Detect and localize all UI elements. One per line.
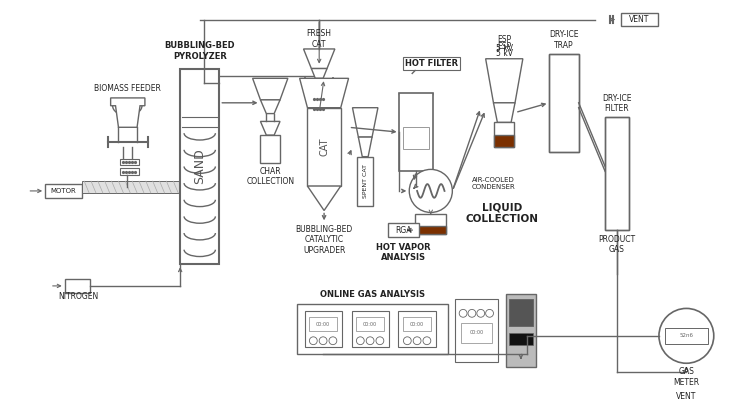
Text: 00:00: 00:00 xyxy=(363,322,377,326)
Bar xyxy=(605,118,628,230)
Polygon shape xyxy=(299,78,349,108)
Circle shape xyxy=(486,310,494,317)
Bar xyxy=(605,118,628,162)
Bar xyxy=(549,118,579,152)
Polygon shape xyxy=(494,103,515,122)
Bar xyxy=(605,118,628,230)
Text: SAND: SAND xyxy=(194,148,206,184)
Bar xyxy=(549,54,579,152)
Text: BUBBLING-BED
PYROLYZER: BUBBLING-BED PYROLYZER xyxy=(164,41,235,61)
Bar xyxy=(494,135,514,147)
Bar xyxy=(358,157,373,206)
Bar xyxy=(506,294,536,367)
Text: VENT: VENT xyxy=(629,15,650,24)
Bar xyxy=(664,328,708,344)
Text: DRY-ICE
FILTER: DRY-ICE FILTER xyxy=(602,94,632,114)
Text: 00:00: 00:00 xyxy=(470,330,484,336)
Polygon shape xyxy=(260,100,280,114)
Circle shape xyxy=(310,337,317,345)
Bar xyxy=(312,96,326,103)
Text: NITROGEN: NITROGEN xyxy=(58,292,98,301)
Bar xyxy=(121,168,139,175)
Bar xyxy=(404,57,460,70)
Circle shape xyxy=(376,337,384,345)
Text: HOT FILTER: HOT FILTER xyxy=(405,59,458,68)
Circle shape xyxy=(468,310,476,317)
Bar xyxy=(304,311,342,347)
Polygon shape xyxy=(311,68,327,78)
Text: 52n6: 52n6 xyxy=(680,333,693,338)
Text: BIOMASS FEEDER: BIOMASS FEEDER xyxy=(94,84,160,93)
Bar xyxy=(416,226,446,234)
Bar xyxy=(398,311,436,347)
Text: MOTOR: MOTOR xyxy=(51,188,76,194)
Text: HOT VAPOR
ANALYSIS: HOT VAPOR ANALYSIS xyxy=(376,243,430,262)
Circle shape xyxy=(404,337,411,345)
Bar xyxy=(45,184,82,198)
Bar xyxy=(388,223,419,237)
Bar xyxy=(455,299,498,362)
Bar xyxy=(297,304,448,354)
Text: ONLINE GAS ANALYSIS: ONLINE GAS ANALYSIS xyxy=(320,290,424,299)
Bar xyxy=(621,13,658,26)
Bar xyxy=(509,333,532,345)
Text: ESP: ESP xyxy=(497,42,512,52)
Polygon shape xyxy=(253,78,288,100)
Text: SPENT CAT: SPENT CAT xyxy=(363,164,368,198)
Polygon shape xyxy=(352,108,378,137)
Circle shape xyxy=(413,337,421,345)
Bar xyxy=(404,317,430,331)
Polygon shape xyxy=(111,98,145,127)
Text: ESP: ESP xyxy=(497,35,512,44)
Text: 00:00: 00:00 xyxy=(316,322,330,326)
Polygon shape xyxy=(486,59,523,103)
Text: BUBBLING-BED
CATALYTIC
UPGRADER: BUBBLING-BED CATALYTIC UPGRADER xyxy=(296,225,352,255)
Bar xyxy=(549,54,579,152)
Polygon shape xyxy=(358,137,372,157)
Bar xyxy=(260,135,280,162)
Text: CAT: CAT xyxy=(319,138,329,156)
Bar xyxy=(352,311,389,347)
Bar xyxy=(180,68,219,264)
Polygon shape xyxy=(308,186,340,210)
Text: VENT: VENT xyxy=(676,392,697,400)
Circle shape xyxy=(659,308,714,363)
Bar xyxy=(605,162,628,201)
Bar xyxy=(356,317,384,331)
Bar xyxy=(82,181,180,193)
Circle shape xyxy=(320,337,327,345)
Circle shape xyxy=(410,169,452,212)
Bar xyxy=(605,201,628,230)
Bar xyxy=(509,299,532,326)
Bar xyxy=(121,159,139,166)
Bar xyxy=(400,93,433,171)
Bar xyxy=(64,279,90,293)
Text: FRESH
CAT: FRESH CAT xyxy=(307,30,332,49)
Text: RGA: RGA xyxy=(395,226,412,234)
Circle shape xyxy=(477,310,484,317)
Circle shape xyxy=(423,337,430,345)
Text: AIR-COOLED
CONDENSER: AIR-COOLED CONDENSER xyxy=(472,176,516,190)
Circle shape xyxy=(366,337,374,345)
Text: DRY-ICE
TRAP: DRY-ICE TRAP xyxy=(549,30,579,50)
Text: LIQUID
COLLECTION: LIQUID COLLECTION xyxy=(466,203,538,224)
Bar xyxy=(416,214,446,234)
Text: PRODUCT
GAS: PRODUCT GAS xyxy=(598,235,635,254)
Polygon shape xyxy=(304,49,334,68)
Text: CHAR
COLLECTION: CHAR COLLECTION xyxy=(246,166,294,186)
Bar xyxy=(461,323,493,343)
Text: 5 kV: 5 kV xyxy=(496,49,513,58)
Circle shape xyxy=(459,310,467,317)
Bar xyxy=(494,122,514,147)
Bar xyxy=(310,317,337,331)
Bar xyxy=(312,106,326,112)
Polygon shape xyxy=(260,122,280,135)
Bar xyxy=(308,108,340,186)
Bar xyxy=(404,127,429,149)
Text: GAS
METER: GAS METER xyxy=(674,367,700,387)
Text: 00:00: 00:00 xyxy=(410,322,424,326)
Text: 5 kV: 5 kV xyxy=(496,44,513,54)
Circle shape xyxy=(356,337,364,345)
Circle shape xyxy=(329,337,337,345)
